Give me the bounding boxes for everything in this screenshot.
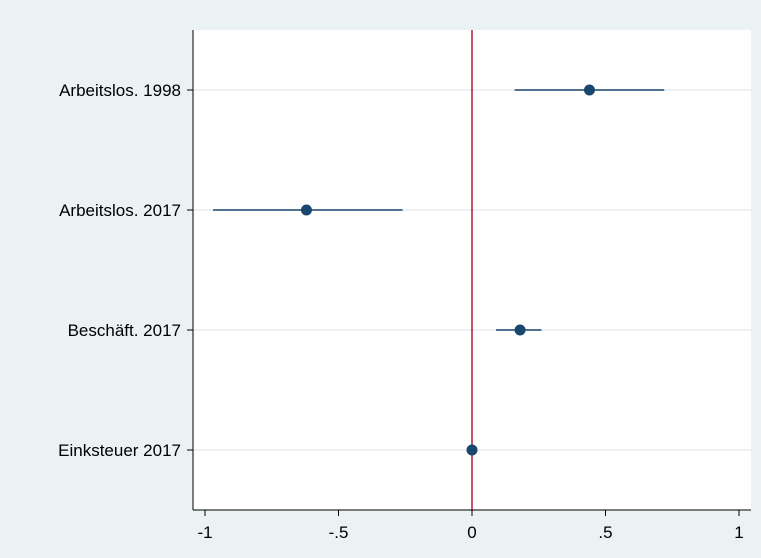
- x-axis-ticks: -1 -.5 0 .5 1: [197, 510, 744, 542]
- y-tick-label: Beschäft. 2017: [68, 321, 181, 340]
- x-tick-label: -1: [197, 523, 212, 542]
- y-tick-label: Arbeitslos. 2017: [59, 201, 181, 220]
- point-estimate: [466, 444, 478, 456]
- point-estimates: [300, 84, 595, 456]
- x-tick-label: 1: [734, 523, 743, 542]
- point-estimate: [583, 84, 595, 96]
- x-tick-label: -.5: [329, 523, 349, 542]
- x-tick-label: 0: [467, 523, 476, 542]
- point-estimate: [300, 204, 312, 216]
- y-tick-label: Einksteuer 2017: [58, 441, 181, 460]
- x-tick-label: .5: [598, 523, 612, 542]
- y-tick-label: Arbeitslos. 1998: [59, 81, 181, 100]
- y-axis-ticks: Arbeitslos. 1998 Arbeitslos. 2017 Beschäft…: [58, 81, 193, 460]
- point-estimate: [514, 324, 526, 336]
